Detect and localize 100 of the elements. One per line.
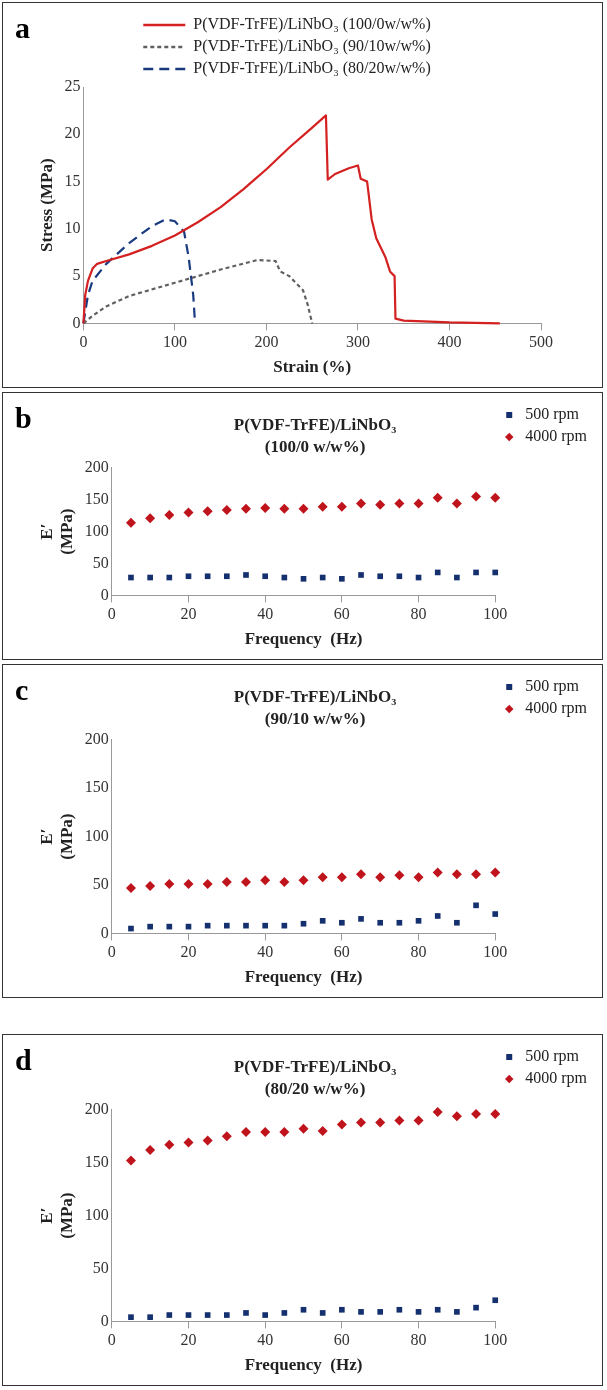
x-tick-label: 100: [162, 333, 187, 351]
point: [202, 1135, 213, 1146]
point: [202, 879, 213, 890]
chart-subtitle: (100/0 w/w%): [264, 436, 366, 456]
chart-title: P(VDF-TrFE)/LiNbO₃: [233, 414, 397, 434]
point: [243, 572, 249, 578]
y-tick-label: 200: [84, 730, 109, 747]
point: [336, 872, 347, 883]
point: [224, 573, 230, 580]
point: [221, 877, 232, 888]
point: [279, 877, 290, 888]
x-tick-label: 40: [257, 605, 274, 623]
point: [260, 1127, 271, 1138]
point: [241, 877, 251, 888]
point: [145, 513, 156, 524]
point: [375, 872, 386, 883]
point: [279, 503, 290, 514]
point: [183, 879, 194, 890]
point: [147, 923, 153, 930]
y-tick-label: 50: [92, 553, 109, 571]
point: [375, 499, 386, 510]
legend-label: 500 rpm: [525, 405, 580, 424]
point: [317, 1125, 328, 1136]
point: [339, 575, 345, 582]
x-tick-label: 20: [180, 943, 197, 961]
point: [336, 1119, 347, 1130]
point: [471, 869, 482, 880]
y-axis-title: E′ (MPa): [36, 813, 76, 860]
point: [183, 1137, 194, 1148]
x-axis-title: Strain (%): [273, 357, 352, 377]
point: [492, 569, 499, 576]
y-axis-title: E′ (MPa): [36, 1192, 76, 1239]
point: [300, 1306, 307, 1313]
x-tick-label: 400: [437, 333, 462, 351]
point: [243, 922, 249, 929]
point: [185, 573, 192, 580]
point: [243, 1310, 249, 1316]
point: [432, 867, 443, 878]
text: b: [15, 400, 32, 434]
y-tick-label: 10: [64, 219, 81, 237]
y-tick-label: 50: [92, 875, 109, 893]
legend-label: 4000 rpm: [525, 1069, 588, 1088]
point: [128, 574, 134, 581]
point: [471, 1109, 482, 1120]
point: [262, 573, 268, 580]
x-tick-label: 60: [333, 605, 350, 623]
y-tick-label: 15: [64, 171, 81, 189]
point: [377, 919, 384, 926]
point: [413, 872, 424, 883]
point: [358, 572, 364, 578]
point: [358, 916, 364, 922]
x-tick-label: 40: [257, 943, 274, 961]
point: [451, 869, 462, 880]
y-tick-label: 150: [84, 778, 109, 796]
point: [125, 517, 136, 528]
point: [183, 507, 194, 518]
point: [432, 1106, 443, 1117]
point: [147, 574, 153, 581]
point: [224, 922, 230, 929]
point: [415, 917, 422, 924]
point: [260, 502, 271, 513]
point: [298, 1123, 309, 1134]
point: [490, 867, 501, 878]
y-tick-label: 20: [64, 124, 81, 142]
x-tick-label: 100: [483, 943, 508, 961]
point: [377, 573, 384, 580]
point: [260, 875, 271, 886]
point: [473, 569, 479, 576]
x-axis-title: Frequency (Hz): [244, 629, 363, 649]
point: [300, 920, 307, 927]
point: [490, 492, 501, 503]
chart-subtitle: (80/20 w/w%): [264, 1078, 366, 1098]
y-tick-label: 100: [84, 521, 109, 539]
x-tick-label: 300: [345, 333, 370, 351]
point: [147, 1314, 153, 1320]
point: [125, 1155, 136, 1166]
point: [125, 882, 136, 893]
y-tick-label: 100: [84, 1205, 109, 1223]
point: [358, 1309, 364, 1315]
point: [319, 917, 326, 924]
y-tick-label: 0: [100, 1311, 109, 1329]
point: [164, 879, 175, 890]
x-tick-label: 40: [257, 1331, 274, 1349]
x-tick-label: 500: [529, 333, 553, 351]
point: [394, 498, 405, 509]
point: [434, 1306, 441, 1313]
legend-label: 4000 rpm: [525, 427, 588, 446]
x-tick-label: 100: [483, 605, 508, 623]
x-tick-label: 100: [483, 1331, 508, 1349]
point: [339, 1306, 345, 1313]
point: [451, 1111, 462, 1122]
legend-label: P(VDF-TrFE)/LiNbO₃ (80/20w/w%): [193, 59, 431, 78]
x-tick-label: 20: [180, 1331, 197, 1349]
y-axis-title: E′ (MPa): [36, 508, 76, 555]
point: [300, 575, 307, 582]
x-axis-title: Frequency (Hz): [244, 1355, 363, 1375]
x-tick-label: 80: [410, 1331, 427, 1349]
point: [396, 1306, 403, 1313]
point: [454, 1309, 460, 1315]
point: [394, 1115, 405, 1126]
